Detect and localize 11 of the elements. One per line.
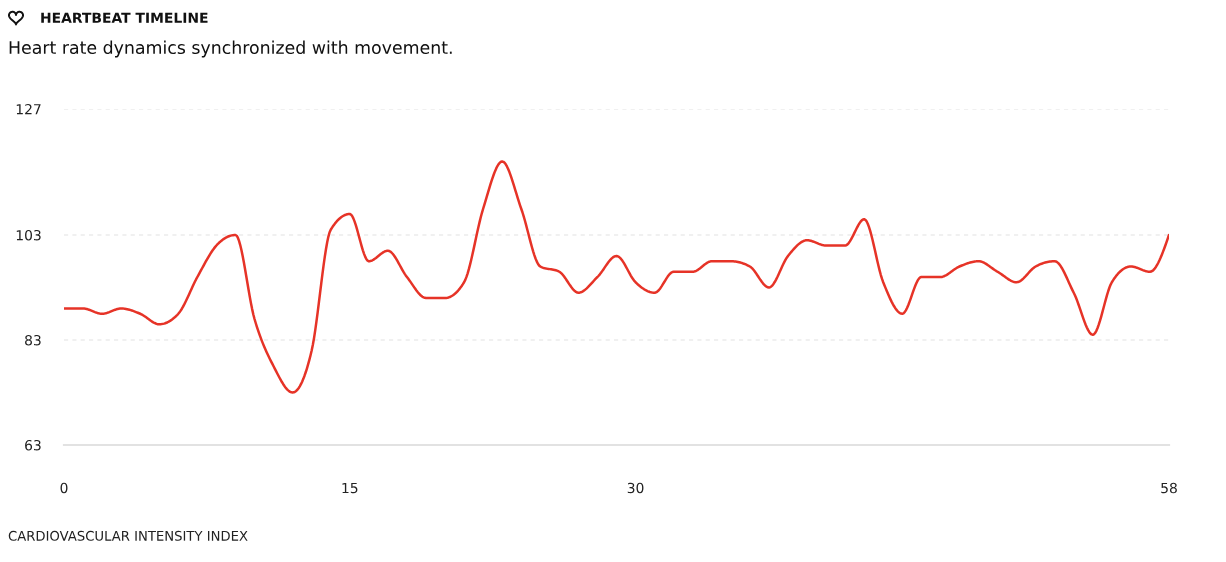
x-tick-label: 58: [1161, 482, 1177, 494]
x-tick-label: 30: [627, 482, 644, 494]
y-tick-label: 103: [16, 229, 41, 241]
x-tick-label: 15: [342, 482, 358, 494]
chart-subtitle: Heart rate dynamics synchronized with movement.: [9, 40, 452, 58]
chart-title: HEARTBEAT TIMELINE: [41, 12, 208, 23]
x-axis-title: CARDIOVASCULAR INTENSITY INDEX: [8, 530, 248, 541]
y-tick-label: 83: [25, 334, 41, 346]
x-tick-label: 0: [60, 482, 68, 494]
y-tick-label: 63: [25, 439, 41, 451]
y-tick-label: 127: [16, 103, 41, 115]
